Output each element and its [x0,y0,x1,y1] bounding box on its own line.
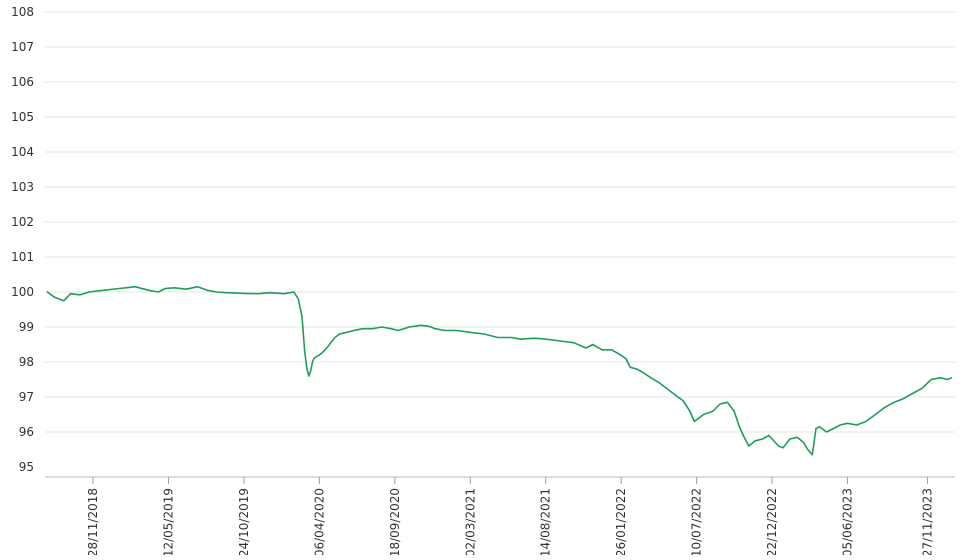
x-tick-label: 10/07/2022 [690,488,704,555]
x-tick-label: 28/11/2018 [86,488,100,555]
y-axis-ticks: 95 96 97 98 99 100 101 102 103 104 105 106 107 108 [11,5,34,474]
y-tick-label: 107 [11,40,34,54]
x-tick-label: 06/04/2020 [312,488,326,555]
series-layer [46,285,953,456]
x-tick-label: 18/09/2020 [388,488,402,555]
series-line [46,285,953,456]
x-axis-ticks: 28/11/2018 12/05/2019 24/10/2019 06/04/2020… [86,477,935,557]
y-tick-label: 96 [19,425,34,439]
y-tick-label: 108 [11,5,34,19]
y-tick-label: 103 [11,180,34,194]
x-tick-label: 27/11/2023 [921,488,935,555]
y-tick-label: 102 [11,215,34,229]
x-tick-label: 12/05/2019 [161,488,175,555]
x-tick-label: 02/03/2021 [463,488,477,555]
x-tick-label: 24/10/2019 [237,488,251,555]
y-tick-label: 104 [11,145,34,159]
y-tick-label: 106 [11,75,34,89]
x-tick-label: 22/12/2022 [765,488,779,555]
y-tick-label: 100 [11,285,34,299]
x-tick-label: 26/01/2022 [614,488,628,555]
y-tick-label: 101 [11,250,34,264]
y-tick-label: 98 [19,355,34,369]
x-tick-label: 05/06/2023 [841,488,855,555]
x-tick-label: 14/08/2021 [539,488,553,555]
y-tick-label: 97 [19,390,34,404]
y-tick-label: 105 [11,110,34,124]
y-tick-label: 95 [19,460,34,474]
y-tick-label: 99 [19,320,34,334]
gridlines [45,11,955,433]
